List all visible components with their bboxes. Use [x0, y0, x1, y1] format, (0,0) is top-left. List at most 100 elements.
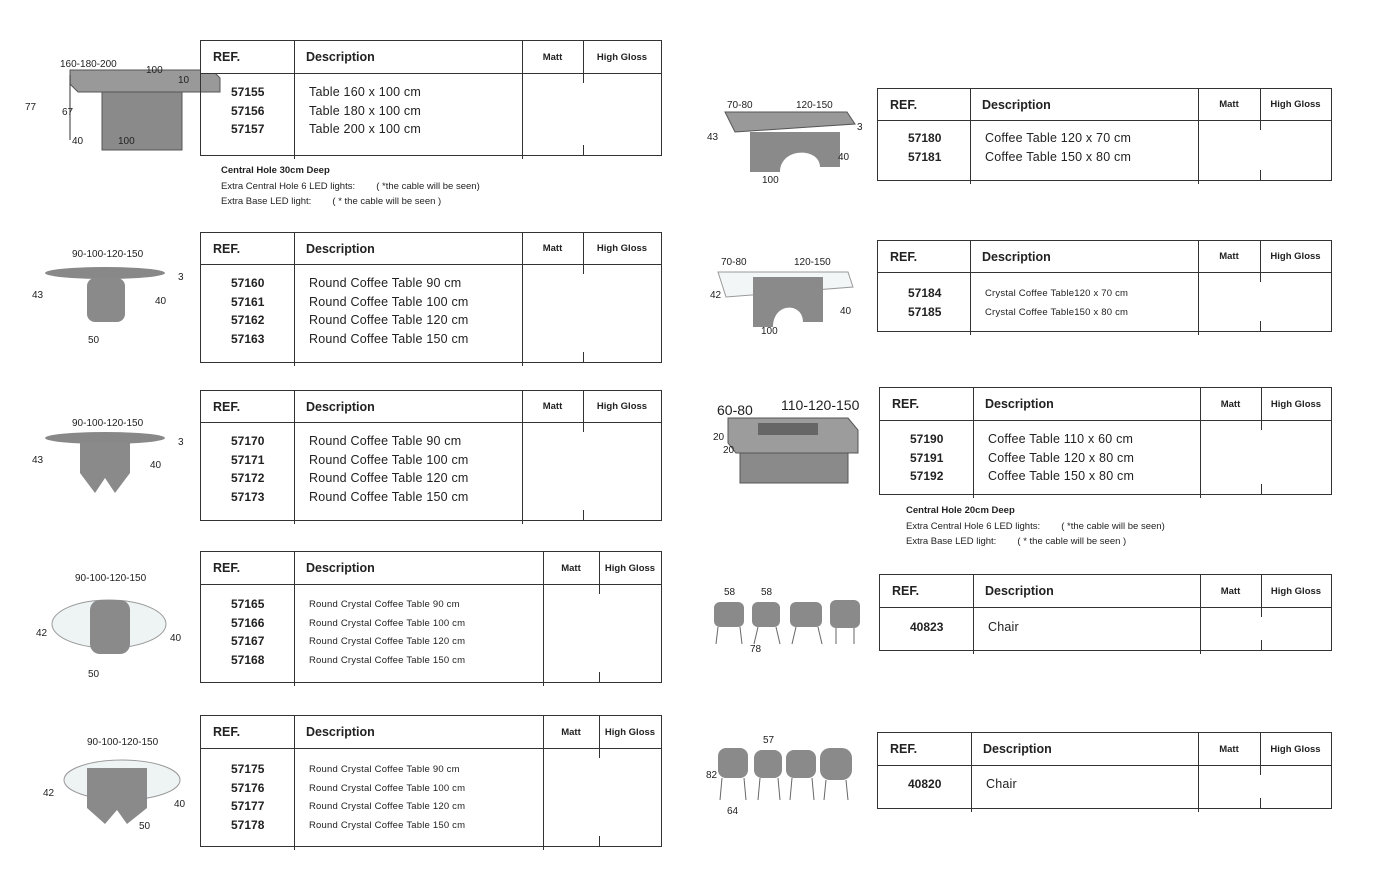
column-divider [599, 836, 600, 846]
item-description: Round Crystal Coffee Table 100 cm [309, 617, 466, 629]
column-divider [599, 552, 600, 594]
dimension-label: 64 [727, 806, 739, 817]
item-description: Chair [988, 620, 1019, 634]
dimension-label: 77 [25, 102, 37, 113]
dimension-label: 40 [150, 460, 162, 471]
note-line: Extra Base LED light: ( * the cable will… [221, 196, 442, 207]
column-divider [1260, 170, 1261, 180]
header-high-gloss: High Gloss [604, 726, 656, 738]
table-row: 57155 Table 160 x 100 cm [201, 85, 661, 103]
header-ref: REF. [213, 725, 241, 739]
item-description: Round Crystal Coffee Table 90 cm [309, 599, 460, 610]
note-line: Extra Central Hole 6 LED lights: ( *the … [906, 520, 1165, 532]
ref-code: 57165 [231, 597, 265, 611]
column-divider [599, 672, 600, 682]
column-divider [1260, 733, 1261, 775]
header-description: Description [983, 742, 1052, 756]
column-divider [971, 733, 972, 812]
item-description: Round Crystal Coffee Table 150 cm [309, 654, 466, 666]
header-matt: Matt [1219, 743, 1239, 755]
table-row: 57191 Coffee Table 120 x 80 cm [880, 451, 1331, 469]
header-ref: REF. [890, 97, 918, 112]
column-divider [1200, 575, 1201, 654]
item-description: Coffee Table 120 x 80 cm [988, 450, 1135, 465]
ref-code: 57163 [231, 331, 265, 346]
product-table: REF. Description Matt High Gloss 57190 Coffee… [879, 387, 1332, 498]
product-table: REF. Description Matt High Gloss 40820 Chair [877, 732, 1332, 812]
product-table: REF. Description Matt High Gloss 40823 Chair [879, 574, 1332, 654]
dimension-label: 50 [88, 669, 100, 680]
header-ref: REF. [213, 561, 241, 575]
table-header: REF. Description Matt High Gloss [201, 391, 661, 423]
product-table: REF. Description Matt High Gloss 57175 Round … [200, 715, 662, 850]
table-row: 57192 Coffee Table 150 x 80 cm [880, 469, 1331, 487]
table-row: 57173 Round Coffee Table 150 cm [201, 490, 661, 508]
dimension-label: 90-100-120-150 [72, 418, 144, 429]
ref-code: 57176 [231, 780, 265, 795]
ref-code: 57192 [910, 469, 944, 483]
header-description: Description [306, 50, 375, 64]
column-divider [1200, 388, 1201, 498]
column-divider [973, 575, 974, 654]
table-row: 57175 Round Crystal Coffee Table 90 cm [201, 762, 661, 780]
dimension-label: 70-80 [721, 257, 747, 268]
header-description: Description [982, 249, 1051, 264]
column-divider [294, 552, 295, 686]
header-ref: REF. [892, 584, 920, 598]
header-high-gloss: High Gloss [596, 51, 648, 63]
table-row: 57177 Round Crystal Coffee Table 120 cm [201, 799, 661, 817]
header-high-gloss: High Gloss [1270, 743, 1321, 755]
table-row: 57157 Table 200 x 100 cm [201, 122, 661, 140]
table-header: REF. Description Matt High Gloss [201, 41, 661, 74]
table-row: 57181 Coffee Table 150 x 80 cm [878, 150, 1331, 168]
item-description: Round Coffee Table 90 cm [309, 434, 462, 448]
column-divider [1260, 89, 1261, 130]
dimension-label: 40 [840, 306, 852, 317]
dimension-label: 20 [723, 445, 735, 456]
ref-code: 57178 [231, 817, 265, 832]
header-high-gloss: High Gloss [1270, 398, 1322, 410]
dimension-label: 40 [838, 152, 850, 163]
column-divider [1261, 484, 1262, 494]
dimension-label: 160-180-200 [60, 59, 117, 70]
table-row: 57167 Round Crystal Coffee Table 120 cm [201, 634, 661, 652]
item-description: Round Coffee Table 120 cm [309, 471, 469, 485]
table-row: 57178 Round Crystal Coffee Table 150 cm [201, 818, 661, 836]
header-matt: Matt [542, 243, 563, 254]
column-divider [583, 352, 584, 362]
item-description: Round Coffee Table 150 cm [309, 331, 469, 346]
table-row: 57165 Round Crystal Coffee Table 90 cm [201, 597, 661, 615]
ref-code: 57156 [231, 103, 265, 118]
item-description: Table 160 x 100 cm [309, 85, 421, 99]
ref-code: 57190 [910, 432, 944, 446]
ref-code: 57168 [231, 652, 265, 667]
table-row: 57184 Crystal Coffee Table120 x 70 cm [878, 286, 1331, 304]
header-matt: Matt [1220, 398, 1241, 410]
column-divider [294, 716, 295, 850]
ref-code: 57185 [908, 304, 942, 319]
dimension-label: 78 [750, 644, 762, 655]
dimension-label: 43 [707, 132, 719, 143]
header-ref: REF. [892, 397, 920, 411]
dimension-label: 43 [32, 290, 44, 301]
header-description: Description [306, 725, 375, 739]
column-divider [1261, 640, 1262, 650]
product-drawing [718, 748, 852, 801]
ref-code: 57160 [231, 276, 265, 290]
ref-code: 57184 [908, 286, 942, 300]
column-divider [583, 41, 584, 83]
ref-code: 57175 [231, 762, 265, 776]
product-drawing [45, 267, 165, 322]
dimension-label: 42 [36, 628, 48, 639]
table-header: REF. Description Matt High Gloss [201, 233, 661, 265]
column-divider [1260, 321, 1261, 331]
column-divider [583, 145, 584, 155]
header-ref: REF. [213, 50, 241, 64]
header-ref: REF. [890, 249, 918, 264]
table-row: 57172 Round Coffee Table 120 cm [201, 471, 661, 489]
table-row: 40820 Chair [878, 777, 1331, 795]
ref-code: 57161 [231, 294, 265, 309]
ref-code: 57155 [231, 85, 265, 99]
product-table: REF. Description Matt High Gloss 57184 Crysta… [877, 240, 1332, 335]
ref-code: 57180 [908, 131, 942, 145]
